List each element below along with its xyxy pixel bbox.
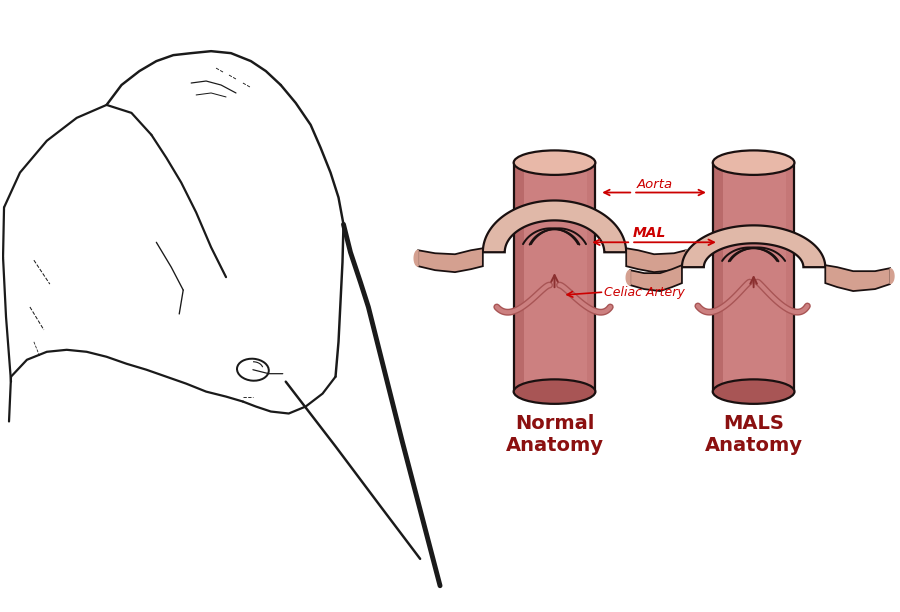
Polygon shape: [414, 250, 418, 266]
Polygon shape: [682, 225, 825, 267]
Text: MALS
Anatomy: MALS Anatomy: [705, 414, 803, 455]
Ellipse shape: [713, 151, 795, 175]
Ellipse shape: [713, 379, 795, 404]
Bar: [514, 163, 595, 392]
Bar: [514, 163, 524, 392]
Bar: [587, 163, 595, 392]
Text: Normal
Anatomy: Normal Anatomy: [506, 414, 604, 455]
Polygon shape: [418, 248, 483, 272]
Ellipse shape: [514, 151, 595, 175]
Polygon shape: [483, 201, 626, 252]
Polygon shape: [626, 270, 630, 285]
Text: Aorta: Aorta: [637, 177, 673, 190]
Bar: [787, 163, 795, 392]
Bar: [713, 163, 795, 392]
Polygon shape: [890, 269, 894, 283]
Ellipse shape: [514, 379, 595, 404]
Polygon shape: [630, 265, 682, 291]
Polygon shape: [825, 265, 890, 291]
Text: MAL: MAL: [634, 226, 667, 241]
Bar: [713, 163, 723, 392]
Text: Celiac Artery: Celiac Artery: [604, 286, 685, 299]
Polygon shape: [626, 248, 686, 272]
Polygon shape: [686, 250, 690, 266]
